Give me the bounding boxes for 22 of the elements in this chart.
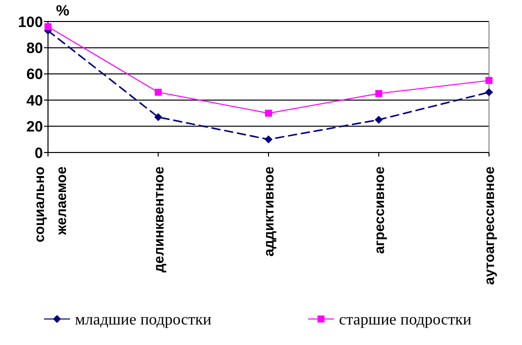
y-tick-label: 80 [26, 40, 43, 57]
point [375, 90, 382, 98]
point [154, 113, 162, 122]
x-tick-label: делинквентное [150, 166, 166, 272]
y-tick-label: 0 [34, 144, 43, 162]
point [374, 116, 383, 124]
y-tick-label: 40 [26, 92, 43, 110]
y-tick-label: 60 [26, 66, 43, 84]
legend-label: старшие подростки [339, 312, 472, 329]
point [265, 110, 272, 117]
x-tick-label: аутоагрессивное [481, 166, 497, 285]
x-tick-label: социально желаемое [31, 166, 69, 242]
y-axis-title: % [56, 2, 70, 20]
point [485, 88, 493, 96]
point [486, 76, 492, 84]
x-tick-label: агрессивное [370, 166, 387, 254]
point [154, 88, 162, 96]
legend-label: младшие подростки [75, 312, 212, 329]
y-tick-label: 20 [26, 118, 43, 136]
x-tick-label: аддиктивное [260, 166, 276, 257]
y-tick-label: 100 [18, 14, 43, 31]
point [264, 135, 272, 144]
